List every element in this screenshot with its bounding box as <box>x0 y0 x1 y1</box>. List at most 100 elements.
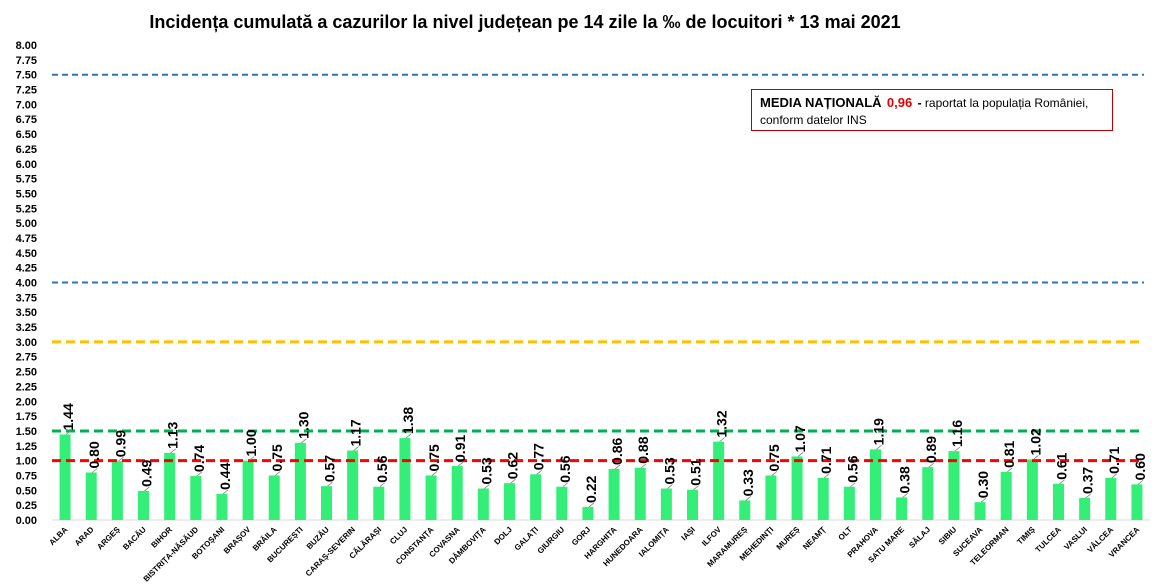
label-leader <box>196 471 203 477</box>
y-tick-label: 0.25 <box>16 500 37 512</box>
bar-buzău <box>321 486 332 520</box>
data-label: 0.71 <box>1106 446 1122 473</box>
label-leader <box>562 482 569 488</box>
y-tick-label: 2.25 <box>16 381 37 393</box>
label-leader <box>91 468 98 473</box>
bars <box>59 434 1143 520</box>
bar-hunedoara <box>634 467 646 520</box>
label-leader <box>745 496 752 501</box>
note-dash: - <box>917 96 922 110</box>
bar-argeș <box>111 461 123 520</box>
data-label: 0.56 <box>844 455 860 482</box>
data-label: 0.75 <box>269 444 285 471</box>
bar-călărași <box>373 486 385 520</box>
bar-satu mare <box>896 497 908 520</box>
data-label: 0.77 <box>531 443 547 470</box>
x-tick-label: TIMIȘ <box>1015 525 1037 547</box>
y-tick-label: 3.00 <box>16 337 37 349</box>
y-tick-label: 5.75 <box>16 174 37 186</box>
label-leader <box>588 502 595 508</box>
x-tick-label: TULCEA <box>1034 525 1063 554</box>
data-label: 0.56 <box>374 455 390 482</box>
label-leader <box>1111 473 1118 479</box>
bar-dolj <box>504 483 515 520</box>
bar-suceava <box>974 502 986 520</box>
label-leader <box>327 481 333 487</box>
data-label: 1.13 <box>165 421 181 448</box>
label-leader <box>954 446 961 452</box>
data-labels: 1.44 0.80 0.99 0.49 1.13 0.74 0.44 1.00 0.75 1.30… <box>60 403 1148 508</box>
bar-vaslui <box>1079 498 1091 520</box>
y-tick-label: 2.75 <box>16 352 37 364</box>
y-tick-label: 2.00 <box>16 396 37 408</box>
bar-bihor <box>164 452 176 520</box>
bar-sibiu <box>948 451 960 520</box>
bar-bistrița-năsăud <box>190 476 202 520</box>
data-label: 0.57 <box>322 455 338 482</box>
data-label: 0.62 <box>505 452 521 479</box>
y-tick-label: 1.00 <box>16 456 37 468</box>
y-tick-label: 1.75 <box>16 411 37 423</box>
bar-constanța <box>425 475 437 520</box>
bar-dâmbovița <box>477 488 489 520</box>
y-axis: 0.00 0.25 0.50 0.75 1.00 1.25 1.50 1.75 2.00 2.25… <box>16 40 1150 527</box>
data-label: 0.51 <box>688 458 704 485</box>
bar-bucurești <box>294 442 306 520</box>
y-tick-label: 7.50 <box>16 70 37 82</box>
label-leader <box>1059 479 1065 485</box>
data-label: 0.99 <box>112 430 128 457</box>
y-tick-label: 7.25 <box>16 85 37 97</box>
bar-galați <box>530 474 542 520</box>
bar-arad <box>85 472 97 520</box>
y-tick-label: 4.75 <box>16 233 37 245</box>
x-axis: ALBA ARAD ARGEȘ BACĂU BIHORBISTRIȚA-NĂSĂUDBO… <box>47 525 1141 584</box>
bar-vâlcea <box>1105 477 1117 520</box>
x-tick-label: CLUJ <box>388 525 409 546</box>
bar-neamț <box>817 477 829 520</box>
bar-sălaj <box>922 467 934 520</box>
bar-timiș <box>1026 459 1038 520</box>
label-leader <box>431 471 438 476</box>
note-text-line1: raportat la populația României, <box>924 96 1089 110</box>
y-tick-label: 8.00 <box>16 40 37 52</box>
x-tick-label: MUREȘ <box>775 525 802 552</box>
bar-maramureș <box>739 500 751 520</box>
data-label: 1.07 <box>792 425 808 452</box>
label-leader <box>980 497 987 503</box>
y-tick-label: 0.50 <box>16 485 37 497</box>
x-tick-label: ARAD <box>73 525 96 548</box>
label-leader <box>1137 480 1144 485</box>
data-label: 1.44 <box>60 403 76 430</box>
y-tick-label: 7.00 <box>16 99 37 111</box>
label-leader <box>614 464 621 470</box>
data-label: 0.53 <box>661 457 677 484</box>
x-tick-label: ALBA <box>47 525 69 547</box>
label-leader <box>797 452 804 457</box>
x-tick-label: GIURGIU <box>536 525 567 556</box>
bar-iași <box>687 489 698 520</box>
label-leader <box>667 484 673 489</box>
y-tick-label: 1.25 <box>16 441 37 453</box>
data-label: 1.32 <box>714 410 730 437</box>
bar-harghita <box>608 468 620 520</box>
y-tick-label: 3.50 <box>16 307 37 319</box>
bar-teleorman <box>1000 471 1012 520</box>
bar-brăila <box>268 475 280 520</box>
label-leader <box>405 433 412 439</box>
label-leader <box>144 486 150 492</box>
label-leader <box>902 493 908 498</box>
x-tick-label: SĂLAJ <box>907 525 932 550</box>
label-leader <box>1085 493 1091 499</box>
bar-ilfov <box>713 441 725 520</box>
data-label: 0.33 <box>740 469 756 496</box>
data-label: 0.80 <box>86 441 102 468</box>
label-leader <box>850 482 856 488</box>
x-tick-label: SIBIU <box>937 525 959 547</box>
note-value: 0,96 <box>886 95 913 110</box>
data-label: 0.38 <box>897 466 913 493</box>
y-tick-label: 4.50 <box>16 248 37 260</box>
label-leader <box>876 445 882 450</box>
bar-prahova <box>870 449 881 520</box>
data-label: 0.91 <box>452 435 468 462</box>
x-tick-label: GORJ <box>570 525 592 547</box>
